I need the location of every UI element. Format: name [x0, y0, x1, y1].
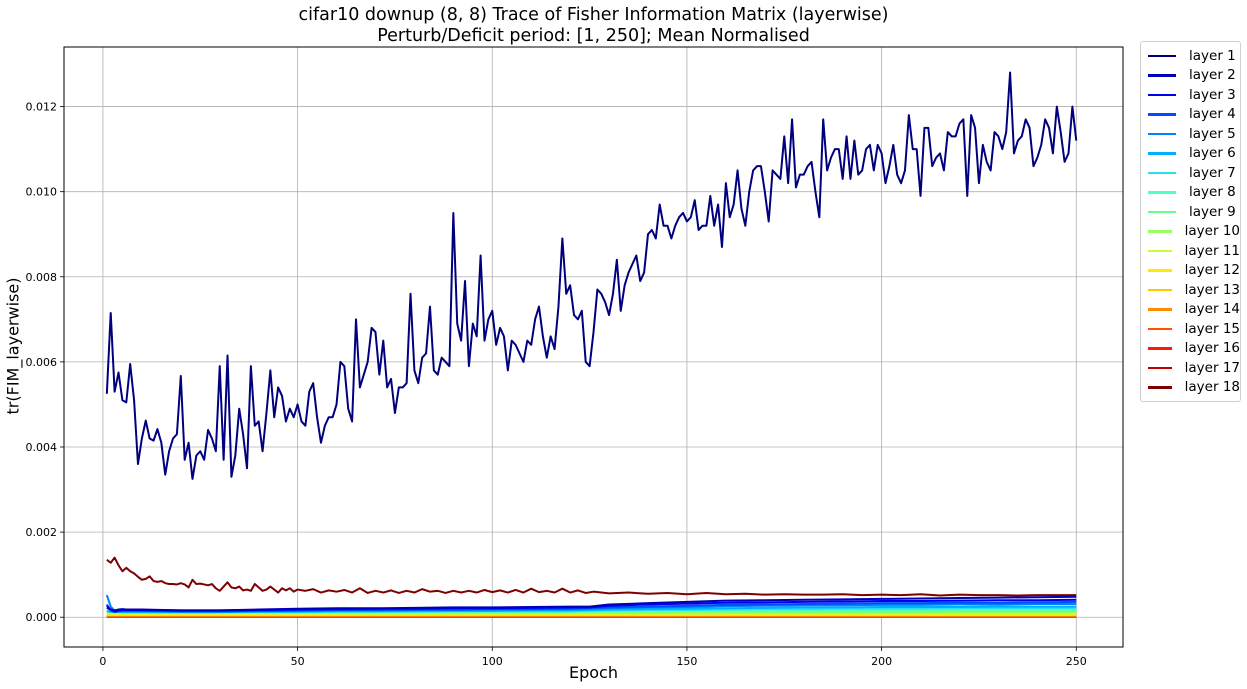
chart-title: cifar10 downup (8, 8) Trace of Fisher In…: [298, 5, 889, 25]
y-tick-label: 0.006: [26, 356, 58, 369]
legend-label: layer 2: [1189, 67, 1236, 84]
y-tick-label: 0.002: [26, 526, 58, 539]
legend-label: layer 13: [1184, 281, 1240, 298]
legend-label: layer 15: [1184, 320, 1240, 337]
x-tick-label: 250: [1066, 655, 1087, 668]
y-tick-label: 0.004: [26, 441, 58, 454]
legend-entry: layer 17: [1141, 358, 1240, 378]
legend-swatch: [1148, 288, 1172, 291]
x-tick-label: 100: [482, 655, 503, 668]
ticks: 0 50 100 150 200 250 0.000 0.002 0.004 0.006 0.008…: [26, 101, 1087, 668]
x-axis-label: Epoch: [569, 663, 618, 682]
legend: layer 1 layer 2 layer 3 layer 4 layer 5 layer…: [1140, 41, 1241, 402]
legend-label: layer 14: [1184, 301, 1240, 318]
y-tick-label: 0.000: [26, 611, 58, 624]
legend-label: layer 16: [1184, 340, 1240, 357]
legend-entry: layer 12: [1141, 261, 1240, 281]
legend-entry: layer 6: [1141, 144, 1240, 164]
legend-swatch: [1148, 191, 1176, 194]
x-tick-label: 0: [99, 655, 106, 668]
legend-swatch: [1148, 386, 1172, 389]
legend-swatch: [1148, 210, 1176, 213]
x-tick-label: 150: [676, 655, 697, 668]
legend-label: layer 8: [1189, 184, 1236, 201]
legend-entry: layer 13: [1141, 280, 1240, 300]
series-line-layer-1: [105, 71, 1078, 480]
legend-swatch: [1148, 327, 1172, 330]
legend-swatch: [1148, 230, 1172, 233]
legend-label: layer 17: [1184, 359, 1240, 376]
legend-entry: layer 10: [1141, 222, 1240, 242]
legend-entry: layer 2: [1141, 66, 1240, 86]
legend-entry: layer 3: [1141, 85, 1240, 105]
legend-swatch: [1148, 132, 1176, 135]
y-tick-label: 0.012: [26, 101, 58, 114]
legend-label: layer 12: [1184, 262, 1240, 279]
x-tick-label: 50: [291, 655, 305, 668]
legend-swatch: [1148, 308, 1172, 311]
legend-swatch: [1148, 347, 1172, 350]
legend-label: layer 18: [1184, 379, 1240, 396]
y-tick-label: 0.010: [26, 186, 58, 199]
series-line-layer-2: [106, 595, 1077, 612]
legend-swatch: [1148, 152, 1176, 155]
axes-frame: [63, 46, 1124, 648]
legend-entry: layer 14: [1141, 300, 1240, 320]
legend-label: layer 10: [1184, 223, 1240, 240]
legend-label: layer 7: [1189, 164, 1236, 181]
chart-subtitle: Perturb/Deficit period: [1, 250]; Mean N…: [377, 26, 810, 46]
legend-swatch: [1148, 171, 1176, 174]
legend-label: layer 11: [1184, 242, 1240, 259]
legend-entry: layer 9: [1141, 202, 1240, 222]
legend-entry: layer 18: [1141, 378, 1240, 398]
y-tick-label: 0.008: [26, 271, 58, 284]
legend-swatch: [1148, 113, 1176, 116]
legend-swatch: [1148, 269, 1172, 272]
legend-label: layer 3: [1189, 86, 1236, 103]
legend-entry: layer 15: [1141, 319, 1240, 339]
legend-entry: layer 8: [1141, 183, 1240, 203]
legend-swatch: [1148, 249, 1172, 252]
y-axis-label: tr(FIM_layerwise): [3, 277, 23, 415]
legend-entry: layer 4: [1141, 105, 1240, 125]
legend-label: layer 5: [1189, 125, 1236, 142]
legend-label: layer 9: [1189, 203, 1236, 220]
series-group: [105, 71, 1078, 618]
legend-swatch: [1148, 74, 1176, 77]
legend-entry: layer 5: [1141, 124, 1240, 144]
legend-label: layer 6: [1189, 145, 1236, 162]
legend-entry: layer 11: [1141, 241, 1240, 261]
x-tick-label: 200: [871, 655, 892, 668]
legend-entry: layer 7: [1141, 163, 1240, 183]
legend-entry: layer 1: [1141, 46, 1240, 66]
legend-entry: layer 16: [1141, 339, 1240, 359]
legend-label: layer 1: [1189, 47, 1236, 64]
legend-swatch: [1148, 366, 1172, 369]
series-line-layer-18: [106, 556, 1077, 597]
legend-label: layer 4: [1189, 106, 1236, 123]
legend-swatch: [1148, 93, 1176, 96]
legend-swatch: [1148, 54, 1176, 57]
